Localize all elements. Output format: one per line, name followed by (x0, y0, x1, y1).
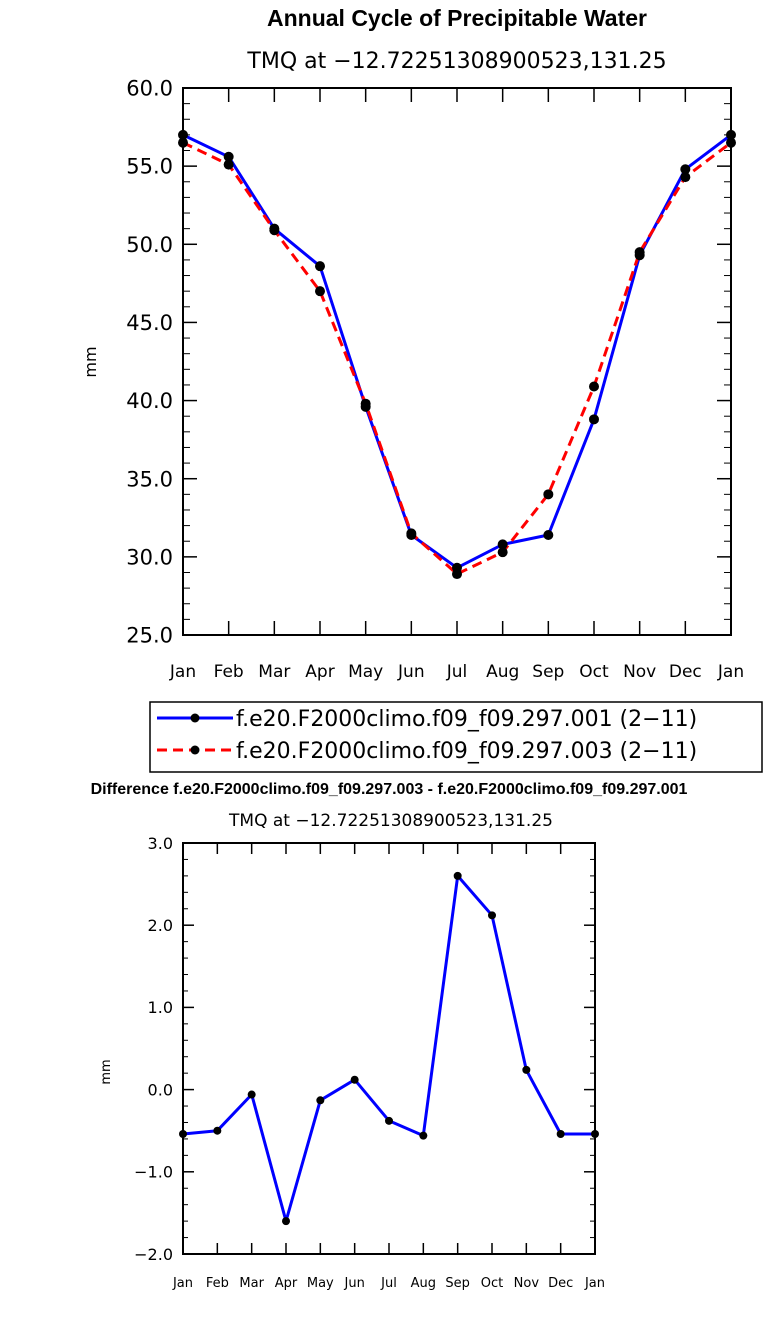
x-tick-label: Jul (446, 662, 468, 682)
legend: f.e20.F2000climo.f09_f09.297.001 (2−11) … (149, 701, 763, 773)
data-point (385, 1116, 393, 1125)
data-point (350, 1075, 359, 1084)
annual-cycle-chart: Annual Cycle of Precipitable Water TMQ a… (81, 5, 763, 773)
data-point (419, 1131, 428, 1140)
series-line (182, 874, 595, 1223)
y-tick-label: 25.0 (126, 624, 173, 648)
difference-chart: Difference f.e20.F2000climo.f09_f09.297.… (91, 781, 688, 1291)
x-tick-label: Jan (172, 1276, 193, 1291)
data-point (497, 547, 508, 558)
data-point (680, 172, 691, 183)
x-tick-label: Sep (532, 662, 564, 682)
data-point (282, 1217, 290, 1226)
bottom-chart-ylabel: mm (99, 1059, 114, 1084)
data-point (223, 159, 234, 170)
x-tick-label: Nov (623, 662, 656, 682)
data-point (406, 528, 417, 539)
x-tick-label: Jul (380, 1276, 397, 1291)
x-tick-label: Oct (481, 1276, 503, 1291)
legend-marker-001 (190, 713, 200, 723)
data-point (213, 1126, 222, 1135)
x-tick-label: Aug (486, 662, 519, 682)
data-point (634, 247, 645, 258)
data-point (360, 398, 371, 409)
x-tick-label: Mar (258, 662, 290, 682)
data-point (543, 489, 554, 500)
x-tick-label: Jan (717, 662, 744, 682)
x-tick-label: Apr (275, 1276, 298, 1291)
data-point (316, 1096, 325, 1105)
y-tick-label: 35.0 (126, 467, 173, 491)
y-tick-label: 40.0 (126, 389, 173, 413)
bottom-plot-frame (182, 842, 596, 1255)
x-tick-label: Jun (344, 1276, 365, 1291)
y-tick-label: 1.0 (148, 998, 173, 1017)
x-tick-label: Jan (169, 662, 196, 682)
x-tick-label: May (348, 662, 383, 682)
x-tick-label: Feb (214, 662, 244, 682)
data-point (453, 871, 462, 880)
series-line (182, 133, 732, 570)
data-point (589, 381, 599, 392)
top-plot-frame (182, 87, 732, 636)
data-point (589, 414, 599, 425)
x-tick-label: May (307, 1276, 334, 1291)
x-tick-label: Nov (514, 1276, 540, 1291)
data-point (269, 225, 280, 236)
x-tick-label: Jan (584, 1276, 605, 1291)
data-point (543, 529, 554, 540)
data-point (556, 1129, 565, 1138)
top-chart-subtitle: TMQ at −12.72251308900523,131.25 (246, 49, 666, 74)
y-tick-label: 45.0 (126, 311, 173, 335)
data-point (497, 539, 508, 550)
data-point (680, 164, 691, 175)
top-chart-ylabel: mm (81, 346, 100, 377)
data-point (223, 151, 234, 162)
y-tick-label: 50.0 (126, 233, 173, 257)
x-tick-label: Aug (411, 1276, 436, 1291)
x-tick-label: Mar (239, 1276, 264, 1291)
top-chart-title: Annual Cycle of Precipitable Water (267, 5, 647, 31)
data-point (522, 1065, 531, 1074)
legend-label-001: f.e20.F2000climo.f09_f09.297.001 (2−11) (236, 707, 697, 732)
x-tick-label: Dec (669, 662, 702, 682)
y-tick-label: 55.0 (126, 155, 173, 179)
x-tick-label: Dec (548, 1276, 573, 1291)
data-point (488, 911, 496, 920)
data-point (315, 286, 325, 297)
y-tick-label: 3.0 (148, 834, 173, 853)
bottom-chart-subtitle: TMQ at −12.72251308900523,131.25 (228, 811, 553, 831)
data-point (452, 569, 462, 580)
y-tick-label: −2.0 (134, 1245, 173, 1264)
x-tick-label: Apr (305, 662, 334, 682)
x-tick-label: Feb (206, 1276, 229, 1291)
x-tick-label: Sep (445, 1276, 470, 1291)
data-point (315, 261, 325, 272)
y-tick-label: −1.0 (134, 1163, 173, 1182)
y-tick-label: 2.0 (148, 916, 173, 935)
bottom-chart-title: Difference f.e20.F2000climo.f09_f09.297.… (91, 781, 688, 798)
x-tick-label: Jun (397, 662, 425, 682)
y-tick-label: 60.0 (126, 77, 173, 101)
data-point (247, 1090, 256, 1099)
series-line (182, 141, 732, 576)
x-tick-label: Oct (579, 662, 609, 682)
legend-box (149, 701, 763, 773)
y-tick-label: 30.0 (126, 545, 173, 569)
legend-marker-003 (190, 745, 200, 755)
legend-label-003: f.e20.F2000climo.f09_f09.297.003 (2−11) (236, 739, 697, 764)
y-tick-label: 0.0 (148, 1080, 173, 1099)
